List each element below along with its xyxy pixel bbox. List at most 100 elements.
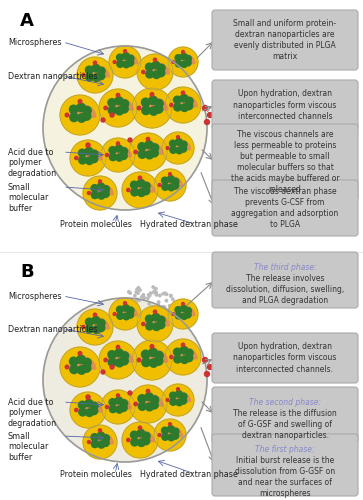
Circle shape: [175, 312, 182, 319]
Circle shape: [153, 71, 160, 78]
Circle shape: [126, 315, 128, 318]
Wedge shape: [86, 318, 109, 330]
Circle shape: [181, 61, 187, 68]
Circle shape: [185, 56, 191, 62]
Wedge shape: [92, 184, 114, 196]
Circle shape: [70, 140, 106, 176]
Wedge shape: [110, 146, 131, 158]
Circle shape: [168, 47, 198, 77]
Circle shape: [138, 176, 142, 180]
Circle shape: [115, 359, 123, 367]
Circle shape: [117, 306, 123, 313]
Wedge shape: [109, 98, 133, 111]
Circle shape: [78, 401, 86, 408]
Circle shape: [174, 96, 181, 104]
Circle shape: [185, 350, 193, 357]
Circle shape: [166, 293, 168, 296]
Circle shape: [146, 63, 153, 70]
Circle shape: [154, 58, 156, 61]
Circle shape: [127, 312, 134, 318]
Circle shape: [99, 89, 137, 127]
Circle shape: [168, 304, 171, 307]
Circle shape: [155, 294, 158, 296]
Circle shape: [135, 291, 138, 294]
Circle shape: [110, 365, 114, 369]
Circle shape: [142, 294, 144, 296]
Circle shape: [182, 343, 185, 346]
Wedge shape: [70, 357, 96, 370]
Circle shape: [160, 310, 162, 312]
Wedge shape: [162, 427, 183, 438]
Circle shape: [123, 302, 126, 304]
Circle shape: [156, 309, 158, 311]
Circle shape: [77, 355, 85, 364]
Circle shape: [129, 133, 167, 171]
Circle shape: [162, 132, 194, 164]
Circle shape: [152, 314, 160, 321]
Circle shape: [43, 298, 207, 462]
Circle shape: [163, 306, 166, 308]
Circle shape: [93, 313, 97, 316]
Circle shape: [117, 142, 119, 145]
Circle shape: [138, 426, 142, 430]
Circle shape: [137, 106, 141, 110]
Circle shape: [174, 348, 181, 356]
Circle shape: [122, 172, 158, 208]
Wedge shape: [79, 401, 102, 412]
Circle shape: [113, 60, 116, 64]
Circle shape: [158, 434, 161, 436]
Circle shape: [155, 100, 163, 108]
Circle shape: [151, 144, 159, 152]
Wedge shape: [174, 96, 197, 108]
Circle shape: [134, 150, 137, 154]
Circle shape: [181, 53, 187, 60]
Circle shape: [208, 112, 212, 117]
Wedge shape: [86, 66, 109, 78]
Wedge shape: [142, 98, 168, 111]
Circle shape: [172, 178, 179, 185]
Circle shape: [137, 180, 145, 187]
Circle shape: [75, 408, 78, 412]
Circle shape: [160, 312, 162, 314]
Circle shape: [173, 301, 176, 304]
Circle shape: [139, 289, 141, 292]
Circle shape: [148, 302, 151, 305]
Circle shape: [82, 364, 91, 372]
Circle shape: [138, 150, 146, 158]
Circle shape: [153, 306, 155, 308]
Circle shape: [150, 344, 154, 348]
Wedge shape: [79, 149, 102, 160]
Circle shape: [122, 52, 129, 60]
Circle shape: [155, 292, 157, 294]
Circle shape: [142, 106, 150, 114]
Text: Microspheres: Microspheres: [8, 38, 61, 47]
Circle shape: [102, 186, 110, 193]
Circle shape: [147, 297, 149, 300]
Circle shape: [162, 292, 164, 295]
Text: Protein molecules: Protein molecules: [60, 470, 132, 479]
Circle shape: [115, 145, 122, 152]
Circle shape: [154, 169, 186, 201]
Circle shape: [138, 289, 140, 291]
Circle shape: [105, 154, 109, 156]
Circle shape: [127, 188, 130, 192]
Circle shape: [150, 92, 154, 96]
Text: Acid due to
polymer
degradation: Acid due to polymer degradation: [8, 148, 57, 178]
Wedge shape: [131, 431, 154, 442]
Circle shape: [167, 426, 174, 432]
Circle shape: [150, 107, 158, 115]
Circle shape: [143, 296, 146, 299]
Text: Small and uniform protein-
dextran nanoparticles are
evenly distributed in PLGA
: Small and uniform protein- dextran nanop…: [233, 19, 337, 61]
Circle shape: [180, 146, 187, 152]
Circle shape: [60, 95, 100, 135]
Circle shape: [129, 292, 131, 294]
Circle shape: [172, 60, 175, 64]
FancyBboxPatch shape: [212, 387, 358, 443]
Text: The first phase:: The first phase:: [255, 445, 315, 454]
Circle shape: [181, 305, 187, 312]
Circle shape: [185, 308, 191, 314]
Circle shape: [185, 60, 191, 66]
Circle shape: [147, 294, 150, 296]
Text: Microspheres: Microspheres: [8, 292, 61, 301]
Circle shape: [117, 394, 119, 397]
